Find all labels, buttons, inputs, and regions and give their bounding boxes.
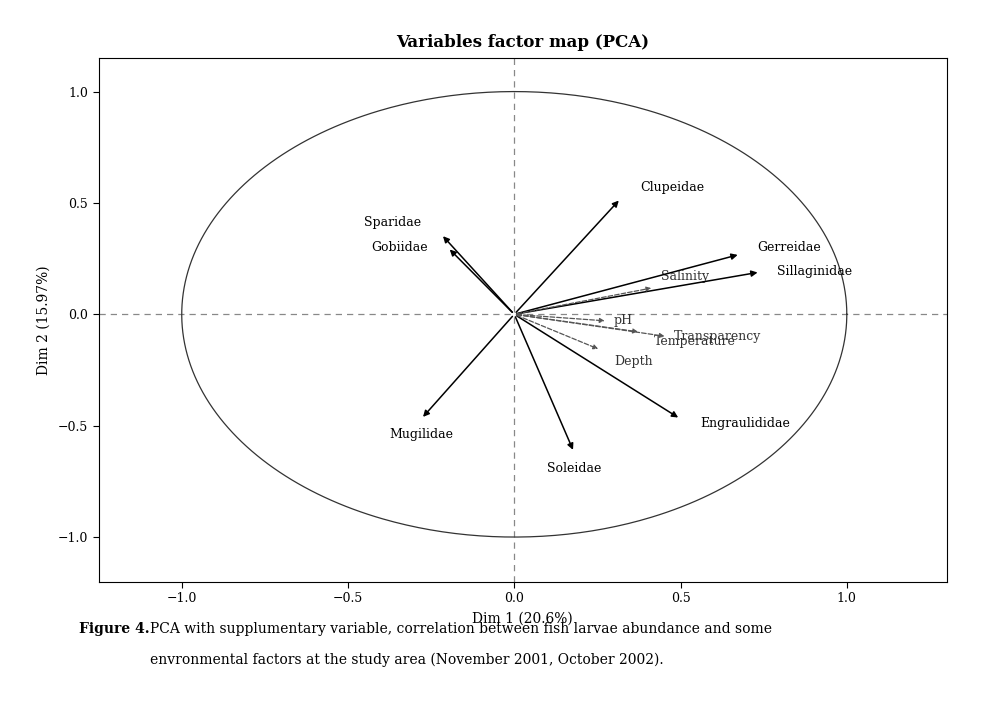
Text: Depth: Depth (614, 355, 653, 368)
Text: Gobiidae: Gobiidae (371, 241, 428, 254)
Text: Temperature: Temperature (654, 334, 736, 348)
Text: Clupeidae: Clupeidae (641, 181, 705, 194)
Text: Sillaginidae: Sillaginidae (777, 265, 852, 278)
Text: Gerreidae: Gerreidae (757, 241, 820, 254)
Text: PCA with supplumentary variable, correlation between fish larvae abundance and s: PCA with supplumentary variable, correla… (150, 622, 772, 635)
Text: Soleidae: Soleidae (547, 462, 601, 475)
Title: Variables factor map (PCA): Variables factor map (PCA) (396, 34, 649, 51)
Text: Sparidae: Sparidae (364, 217, 421, 230)
Text: Engraulididae: Engraulididae (700, 417, 791, 430)
Text: envronmental factors at the study area (November 2001, October 2002).: envronmental factors at the study area (… (150, 653, 664, 667)
Y-axis label: Dim 2 (15.97%): Dim 2 (15.97%) (36, 265, 51, 374)
Text: Transparency: Transparency (673, 330, 761, 343)
Text: pH: pH (614, 315, 633, 327)
Text: Mugilidae: Mugilidae (389, 428, 454, 441)
Text: Figure 4.: Figure 4. (79, 622, 150, 635)
Text: Salinity: Salinity (661, 270, 709, 283)
X-axis label: Dim 1 (20.6%): Dim 1 (20.6%) (472, 612, 573, 626)
